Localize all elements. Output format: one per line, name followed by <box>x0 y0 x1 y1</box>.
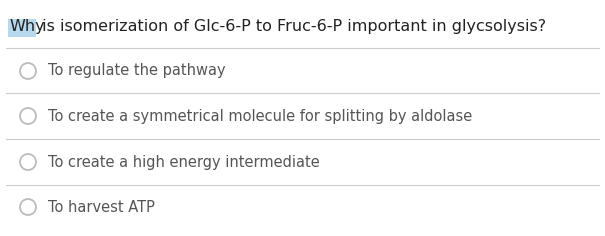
Text: Why: Why <box>9 18 45 34</box>
Text: To create a high energy intermediate: To create a high energy intermediate <box>48 155 320 169</box>
Text: To regulate the pathway: To regulate the pathway <box>48 63 226 79</box>
Text: is isomerization of Glc-6-P to Fruc-6-P important in glycsolysis?: is isomerization of Glc-6-P to Fruc-6-P … <box>37 18 546 34</box>
Text: To harvest ATP: To harvest ATP <box>48 199 155 215</box>
Bar <box>8 19 36 37</box>
Text: To create a symmetrical molecule for splitting by aldolase: To create a symmetrical molecule for spl… <box>48 109 473 123</box>
